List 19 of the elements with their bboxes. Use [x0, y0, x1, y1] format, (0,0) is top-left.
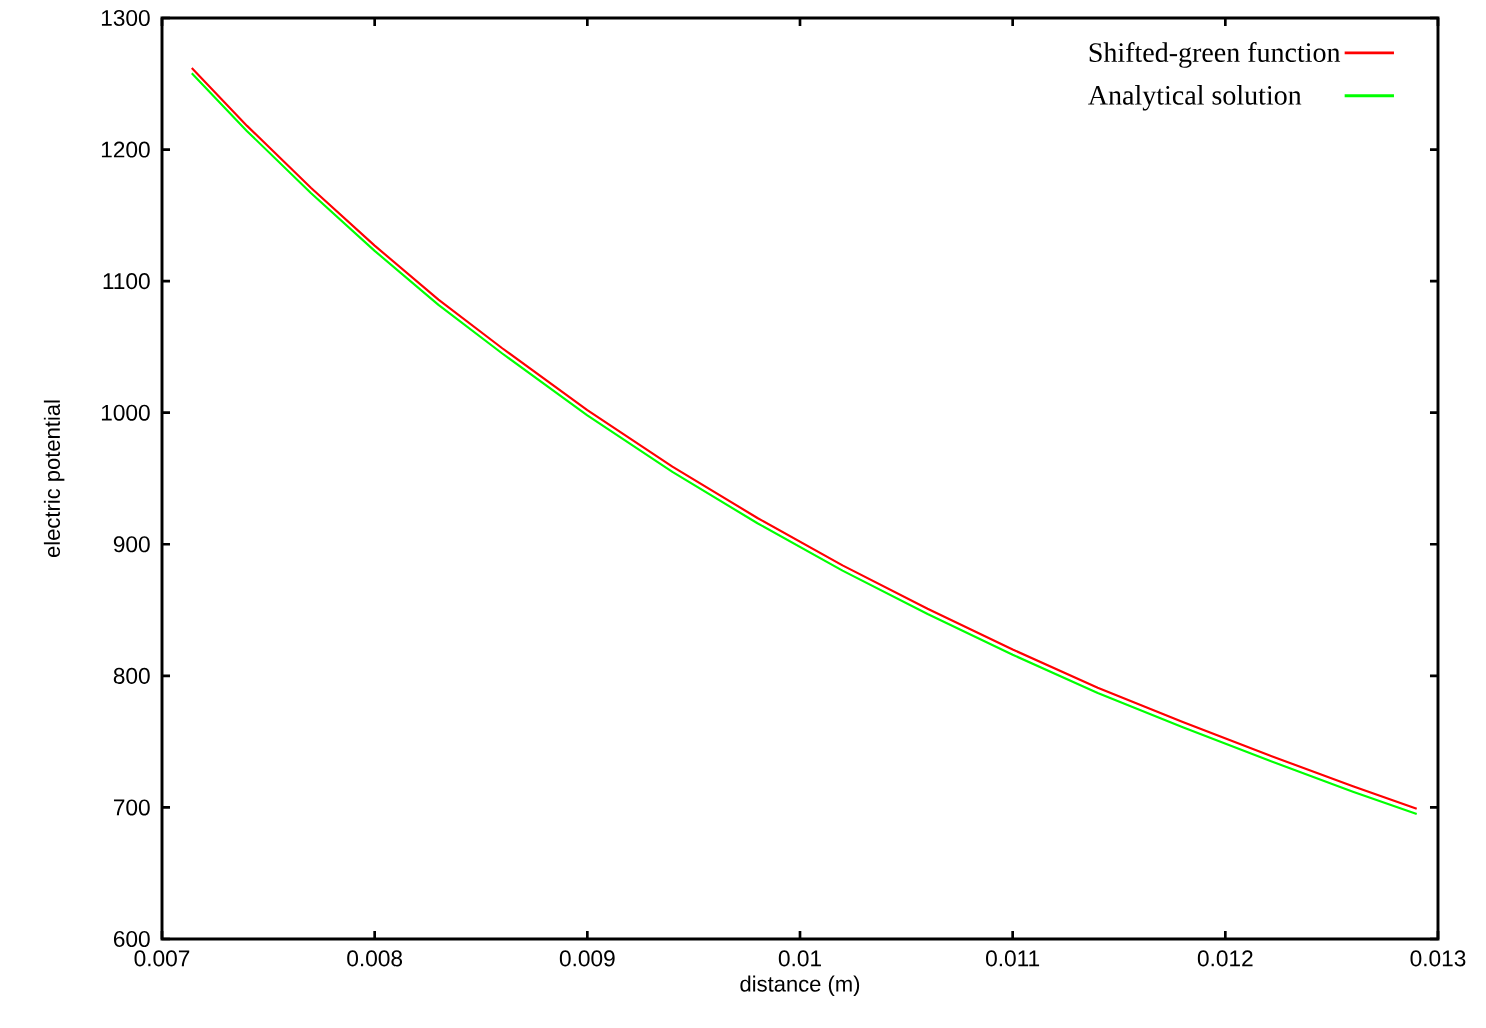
- x-tick-label: 0.01: [778, 950, 821, 967]
- legend-label: Shifted-green function: [1089, 42, 1341, 68]
- y-tick-label: 1200: [101, 141, 150, 158]
- y-tick-label: 1000: [101, 404, 150, 421]
- x-tick-label: 0.012: [1197, 950, 1253, 967]
- x-tick-label: 0.009: [559, 950, 615, 967]
- x-tick-label: 0.013: [1410, 950, 1466, 967]
- y-axis-title: electric potential: [43, 400, 65, 558]
- y-tick-label: 600: [113, 930, 150, 948]
- y-tick-label: 800: [113, 667, 150, 684]
- x-axis-title: distance (m): [740, 975, 860, 997]
- x-tick-label: 0.008: [347, 950, 403, 967]
- y-tick-label: 700: [113, 799, 150, 816]
- legend-label: Analytical solution: [1088, 85, 1302, 111]
- y-tick-label: 1100: [103, 273, 150, 290]
- y-tick-label: 900: [113, 536, 150, 553]
- x-tick-label: 0.007: [134, 950, 190, 967]
- x-tick-label: 0.011: [986, 950, 1040, 967]
- y-tick-label: 1300: [101, 9, 150, 27]
